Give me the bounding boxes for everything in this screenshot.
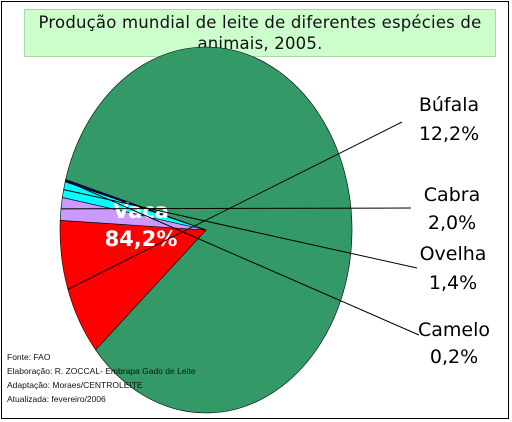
label-vaca-value: 84,2% xyxy=(105,227,178,251)
leader-line-ovelha xyxy=(63,189,418,269)
label-ovelha-value: 1,4% xyxy=(429,272,477,294)
leader-line-cabra xyxy=(60,207,412,210)
pie-slice-vaca xyxy=(65,46,353,414)
source-fonte: Fonte: FAO xyxy=(7,352,51,362)
chart-title-line-1: Produção mundial de leite de diferentes … xyxy=(38,13,482,32)
label-bufala-value: 12,2% xyxy=(419,123,479,145)
label-camelo-name: Camelo xyxy=(418,319,490,341)
label-cabra-name: Cabra xyxy=(424,184,480,206)
source-atualizada: Atualizada: fevereiro/2006 xyxy=(7,394,106,404)
chart-title-line-2: animais, 2005. xyxy=(197,34,323,53)
pie-slice-camelo xyxy=(64,179,207,231)
leader-line-bufala xyxy=(67,121,403,290)
source-adaptacao: Adaptação: Moraes/CENTROLEITE xyxy=(7,380,143,390)
leader-line-camelo xyxy=(65,180,420,336)
chart-title-box: Produção mundial de leite de diferentes … xyxy=(24,9,496,57)
label-ovelha-name: Ovelha xyxy=(420,243,487,265)
label-bufala-name: Búfala xyxy=(419,94,479,116)
source-elaboracao: Elaboração: R. ZOCCAL- Embrapa Gado de L… xyxy=(7,366,196,376)
label-camelo-value: 0,2% xyxy=(430,346,478,368)
label-cabra-value: 2,0% xyxy=(428,212,476,234)
